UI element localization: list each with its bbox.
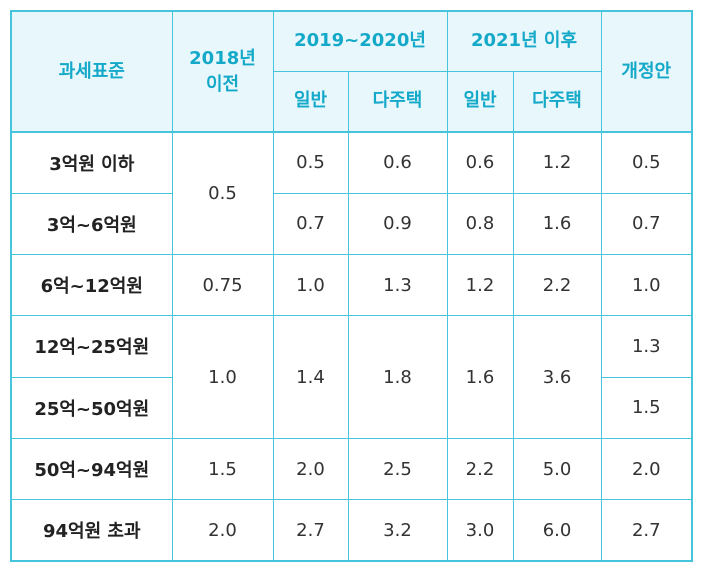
rate-2019-general: 1.0 bbox=[272, 254, 349, 317]
bracket-label: 50억~94억원 bbox=[10, 437, 173, 501]
rate-2019-multi: 0.6 bbox=[347, 131, 448, 194]
table-row: 50억~94억원 1.5 2.0 2.5 2.2 5.0 2.0 bbox=[10, 437, 693, 501]
rate-2019-general: 1.4 bbox=[272, 315, 349, 439]
header-2019-2020: 2019~2020년 bbox=[272, 10, 448, 72]
rate-2019-multi: 1.8 bbox=[347, 315, 448, 439]
rate-proposal: 2.7 bbox=[600, 499, 693, 562]
rate-2019-multi: 1.3 bbox=[347, 254, 448, 317]
header-2021-general: 일반 bbox=[446, 70, 514, 133]
rate-2021-multi: 1.6 bbox=[512, 192, 602, 256]
header-2019-multi: 다주택 bbox=[347, 70, 448, 133]
rate-proposal: 0.5 bbox=[600, 131, 693, 194]
rate-2018: 1.5 bbox=[171, 437, 274, 501]
rate-2019-multi: 0.9 bbox=[347, 192, 448, 256]
rate-2021-general: 1.2 bbox=[446, 254, 514, 317]
bracket-label: 12억~25억원 bbox=[10, 315, 173, 378]
header-2018: 2018년 이전 bbox=[171, 10, 274, 133]
rate-2018: 2.0 bbox=[171, 499, 274, 562]
rate-2021-multi: 1.2 bbox=[512, 131, 602, 194]
rate-proposal: 2.0 bbox=[600, 437, 693, 501]
table-row: 25억~50억원 1.5 bbox=[10, 376, 693, 439]
header-2018-before: 이전 bbox=[205, 73, 240, 95]
table-row: 94억원 초과 2.0 2.7 3.2 3.0 6.0 2.7 bbox=[10, 499, 693, 562]
header-proposal: 개정안 bbox=[600, 10, 693, 133]
rate-2018: 0.75 bbox=[171, 254, 274, 317]
bracket-label: 6억~12억원 bbox=[10, 254, 173, 317]
bracket-label: 25억~50억원 bbox=[10, 376, 173, 439]
rate-2019-multi: 2.5 bbox=[347, 437, 448, 501]
rate-2019-general: 2.7 bbox=[272, 499, 349, 562]
rate-2019-general: 0.7 bbox=[272, 192, 349, 256]
header-2021-multi: 다주택 bbox=[512, 70, 602, 133]
header-bracket: 과세표준 bbox=[10, 10, 173, 133]
rate-2019-general: 0.5 bbox=[272, 131, 349, 194]
rate-proposal: 1.0 bbox=[600, 254, 693, 317]
rate-2021-multi: 5.0 bbox=[512, 437, 602, 501]
tax-rate-table: 과세표준 2018년 이전 2019~2020년 2021년 이후 개정안 일반… bbox=[10, 10, 694, 562]
rate-2019-general: 2.0 bbox=[272, 437, 349, 501]
bracket-label: 3억원 이하 bbox=[10, 131, 173, 194]
bracket-label: 94억원 초과 bbox=[10, 499, 173, 562]
rate-2021-multi: 3.6 bbox=[512, 315, 602, 439]
rate-proposal: 1.5 bbox=[600, 376, 693, 439]
rate-2021-general: 0.6 bbox=[446, 131, 514, 194]
header-2021-after: 2021년 이후 bbox=[446, 10, 602, 72]
header-row-sub: 일반 다주택 일반 다주택 bbox=[11, 70, 692, 133]
rate-2019-multi: 3.2 bbox=[347, 499, 448, 562]
rate-proposal: 0.7 bbox=[600, 192, 693, 256]
table-row: 6억~12억원 0.75 1.0 1.3 1.2 2.2 1.0 bbox=[10, 254, 693, 317]
table-row: 12억~25억원 1.0 1.4 1.8 1.6 3.6 1.3 bbox=[10, 315, 693, 439]
header-2019-general: 일반 bbox=[272, 70, 349, 133]
rate-2021-general: 0.8 bbox=[446, 192, 514, 256]
bracket-label: 3억~6억원 bbox=[10, 192, 173, 256]
rate-2021-general: 2.2 bbox=[446, 437, 514, 501]
rate-proposal: 1.3 bbox=[600, 315, 693, 378]
table-row: 3억~6억원 0.7 0.9 0.8 1.6 0.7 bbox=[10, 192, 693, 256]
rate-2021-general: 1.6 bbox=[446, 315, 514, 439]
rate-2018: 0.5 bbox=[171, 131, 274, 256]
rate-2021-general: 3.0 bbox=[446, 499, 514, 562]
table-row: 3억원 이하 0.5 0.5 0.6 0.6 1.2 0.5 bbox=[10, 131, 693, 256]
header-row-top: 과세표준 2018년 이전 2019~2020년 2021년 이후 개정안 bbox=[10, 10, 693, 133]
header-2018-year: 2018년 bbox=[189, 47, 256, 69]
rate-2018: 1.0 bbox=[171, 315, 274, 439]
rate-2021-multi: 6.0 bbox=[512, 499, 602, 562]
rate-2021-multi: 2.2 bbox=[512, 254, 602, 317]
